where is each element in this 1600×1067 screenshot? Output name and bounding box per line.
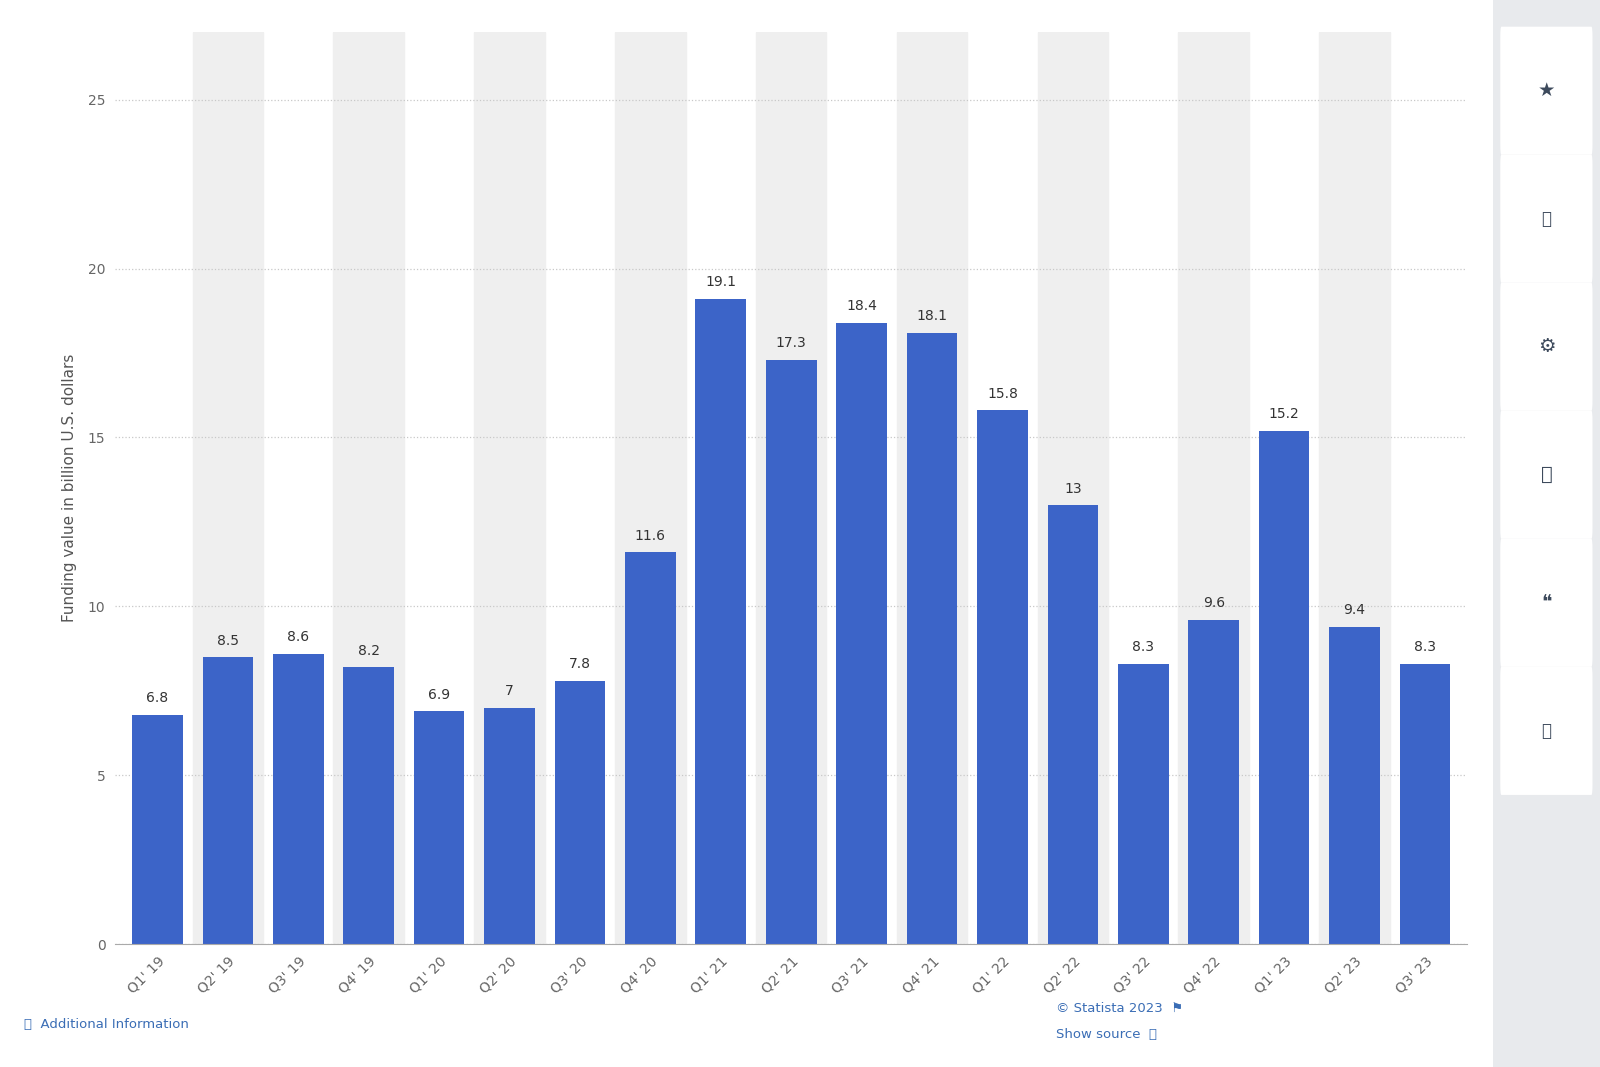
Text: Show source  ⓘ: Show source ⓘ [1056, 1029, 1157, 1041]
FancyBboxPatch shape [1501, 667, 1592, 795]
Bar [1259, 431, 1309, 944]
Text: © Statista 2023  ⚑: © Statista 2023 ⚑ [1056, 1002, 1182, 1015]
Text: 19.1: 19.1 [706, 275, 736, 289]
Bar [414, 711, 464, 944]
Text: 9.6: 9.6 [1203, 596, 1224, 610]
Text: 8.2: 8.2 [358, 643, 379, 657]
Bar [474, 32, 544, 944]
Bar [1038, 32, 1109, 944]
FancyBboxPatch shape [1501, 283, 1592, 411]
Bar [333, 32, 403, 944]
Bar [837, 322, 886, 944]
Text: 18.1: 18.1 [917, 309, 947, 323]
Text: 🔔: 🔔 [1541, 210, 1552, 227]
Text: 6.8: 6.8 [146, 691, 168, 705]
Bar [192, 32, 262, 944]
Bar [1189, 620, 1238, 944]
Bar [766, 360, 816, 944]
Text: 6.9: 6.9 [429, 688, 450, 702]
Bar [1179, 32, 1250, 944]
Text: 8.5: 8.5 [218, 634, 238, 648]
Text: 7.8: 7.8 [570, 657, 590, 671]
Text: ❝: ❝ [1541, 593, 1552, 612]
Y-axis label: Funding value in billion U.S. dollars: Funding value in billion U.S. dollars [62, 354, 77, 622]
Text: 17.3: 17.3 [776, 336, 806, 350]
Bar [344, 667, 394, 944]
Bar [626, 553, 675, 944]
Bar [755, 32, 827, 944]
Bar [1118, 664, 1168, 944]
Bar [203, 657, 253, 944]
Text: 8.6: 8.6 [288, 631, 309, 644]
Text: ⚙: ⚙ [1538, 337, 1555, 356]
Text: ⯇: ⯇ [1541, 465, 1552, 484]
Text: 8.3: 8.3 [1133, 640, 1154, 654]
Bar [978, 411, 1027, 944]
Text: 11.6: 11.6 [635, 529, 666, 543]
Bar [907, 333, 957, 944]
Text: 7: 7 [506, 684, 514, 698]
Bar [1320, 32, 1390, 944]
Bar [1400, 664, 1450, 944]
Text: 13: 13 [1064, 481, 1082, 495]
Text: ⎙: ⎙ [1541, 722, 1552, 739]
Bar [614, 32, 685, 944]
Bar [133, 715, 182, 944]
FancyBboxPatch shape [1501, 411, 1592, 539]
Text: ★: ★ [1538, 81, 1555, 100]
Bar [485, 707, 534, 944]
Text: 9.4: 9.4 [1344, 603, 1365, 617]
Text: 15.2: 15.2 [1269, 408, 1299, 421]
Text: ⓘ  Additional Information: ⓘ Additional Information [24, 1018, 189, 1031]
Bar [1048, 505, 1098, 944]
Text: 18.4: 18.4 [846, 299, 877, 313]
Bar [898, 32, 968, 944]
FancyBboxPatch shape [1501, 155, 1592, 283]
Bar [274, 654, 323, 944]
FancyBboxPatch shape [1501, 27, 1592, 155]
Bar [1330, 626, 1379, 944]
Text: 8.3: 8.3 [1414, 640, 1435, 654]
Bar [696, 299, 746, 944]
Text: 15.8: 15.8 [987, 387, 1018, 401]
FancyBboxPatch shape [1501, 539, 1592, 667]
Bar [555, 681, 605, 944]
